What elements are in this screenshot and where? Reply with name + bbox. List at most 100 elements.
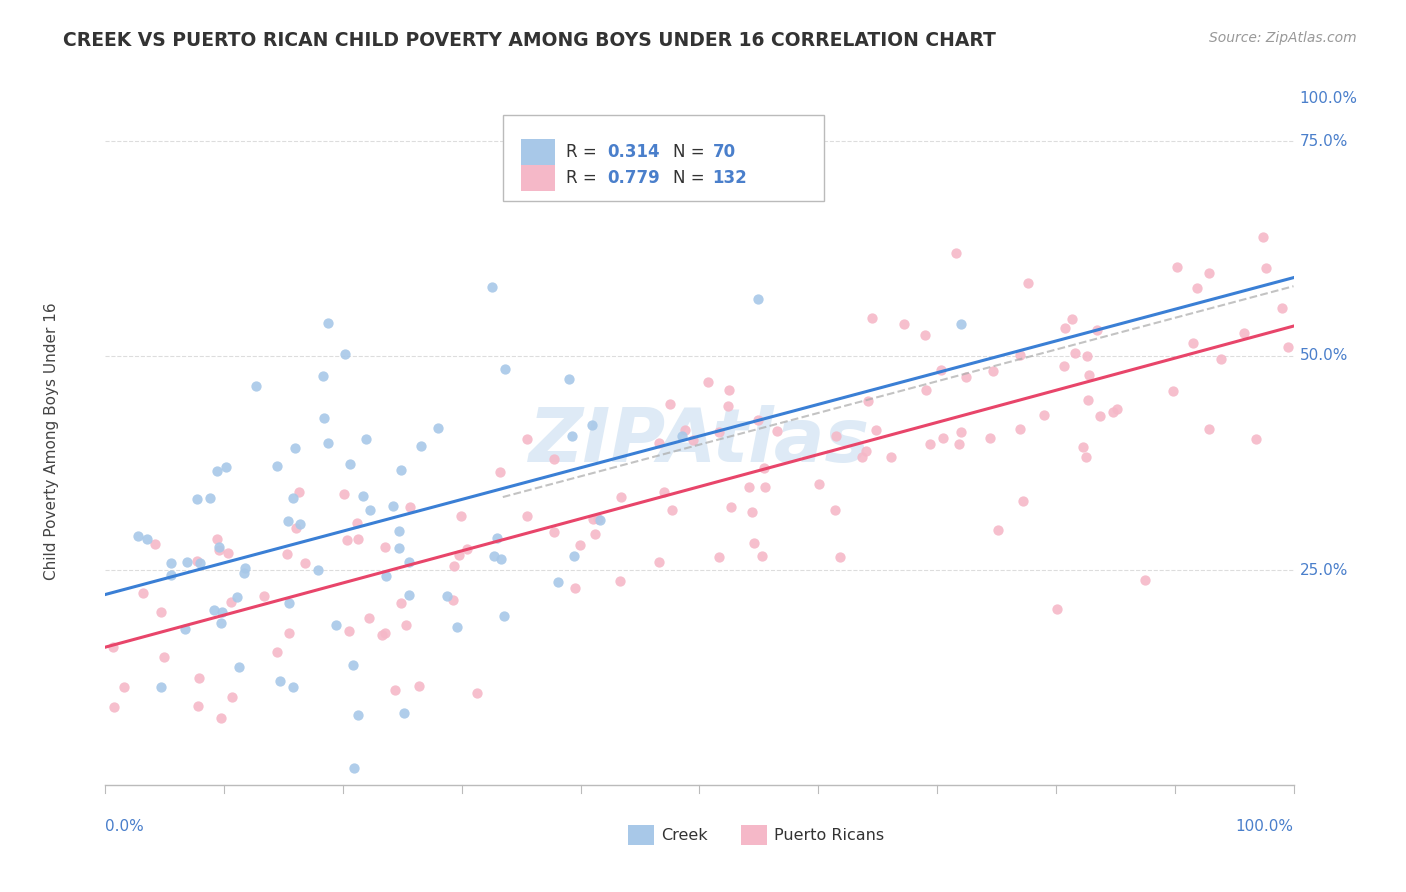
Text: R =: R = [567,169,602,187]
Point [766,425,789,439]
Point [1105,401,1128,416]
Point [1198,422,1220,436]
Point [398,555,420,569]
Point [103,700,125,714]
Point [456,542,478,557]
Point [388,524,411,538]
Point [188,671,211,685]
Point [346,516,368,530]
Point [186,553,208,567]
Point [494,362,516,376]
Point [215,460,238,475]
Point [312,369,335,384]
Point [945,246,967,260]
Point [747,413,769,427]
Point [209,615,232,630]
Text: R =: R = [567,143,602,161]
Point [127,529,149,543]
Point [352,489,374,503]
Point [856,394,879,409]
Point [1060,312,1083,326]
Point [929,363,952,377]
Text: 50.0%: 50.0% [1299,348,1348,363]
Point [1008,348,1031,362]
Point [276,547,298,561]
Point [149,680,172,694]
Point [245,379,267,393]
Point [233,566,256,580]
Point [399,500,422,515]
Point [207,542,229,557]
Point [283,680,305,694]
Point [233,561,256,575]
Point [209,711,232,725]
Point [610,490,633,504]
Point [143,536,166,550]
Text: 100.0%: 100.0% [1236,819,1294,834]
Point [325,618,347,632]
Text: 100.0%: 100.0% [1299,91,1357,105]
Point [1076,350,1098,364]
Point [718,383,741,397]
Point [316,316,339,330]
Point [283,491,305,506]
Point [333,487,356,501]
Point [855,444,877,458]
Point [441,592,464,607]
Point [354,433,377,447]
Point [981,364,1004,378]
Point [187,699,209,714]
Point [217,546,239,560]
Point [374,540,396,554]
Point [1054,321,1077,335]
Point [1053,359,1076,373]
Text: 25.0%: 25.0% [1299,563,1348,578]
Point [343,761,366,775]
Point [950,317,973,331]
Text: 132: 132 [713,169,748,187]
Point [562,549,585,563]
Point [266,458,288,473]
Point [269,674,291,689]
Point [284,441,307,455]
Point [394,618,416,632]
Point [581,512,603,526]
Point [915,384,938,398]
Point [647,555,669,569]
Point [266,645,288,659]
Point [277,514,299,528]
Point [336,533,359,548]
Point [398,587,420,601]
Point [342,658,364,673]
Point [481,280,503,294]
Point [1090,409,1112,423]
Text: CREEK VS PUERTO RICAN CHILD POVERTY AMONG BOYS UNDER 16 CORRELATION CHART: CREEK VS PUERTO RICAN CHILD POVERTY AMON… [63,31,995,50]
Point [198,491,221,505]
Point [880,450,903,465]
Point [707,425,730,439]
Point [1185,281,1208,295]
Point [950,425,973,440]
Point [318,435,340,450]
Text: 75.0%: 75.0% [1299,134,1348,149]
Point [136,532,159,546]
Point [205,464,228,478]
Point [561,428,583,442]
Point [1078,368,1101,383]
Point [860,310,883,325]
Point [707,549,730,564]
Point [221,690,243,704]
Point [1244,433,1267,447]
Point [427,421,450,435]
Point [581,418,603,433]
Point [569,538,592,552]
Point [1232,326,1254,340]
Text: 0.314: 0.314 [607,143,659,161]
Point [979,431,1001,445]
Point [1166,260,1188,274]
Point [103,640,125,654]
Point [381,499,404,513]
Point [1254,261,1277,276]
Point [450,508,472,523]
Point [312,410,335,425]
